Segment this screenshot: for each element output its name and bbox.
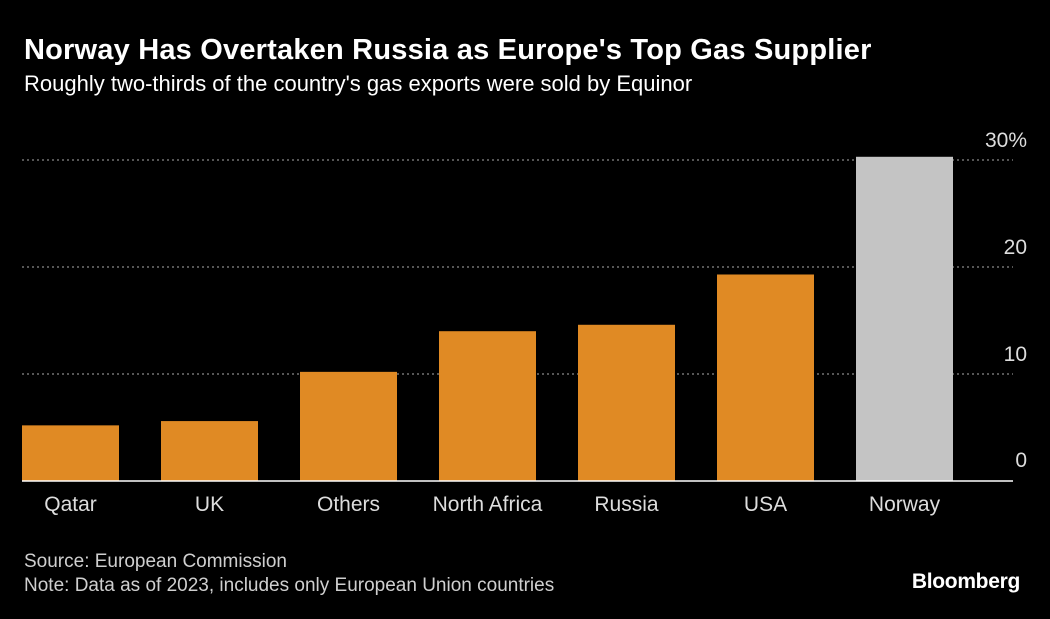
y-tick-labels: 0 10 20 30% (985, 129, 1027, 472)
bar-uk (161, 421, 258, 481)
chart-subtitle: Roughly two-thirds of the country's gas … (24, 71, 693, 96)
x-tick-label-north-africa: North Africa (433, 493, 543, 516)
bar-norway (856, 156, 953, 482)
x-tick-label-russia: Russia (594, 493, 659, 516)
x-tick-label-uk: UK (195, 493, 224, 516)
y-tick-label-20: 20 (1004, 236, 1027, 259)
y-tick-label-30: 30% (985, 129, 1027, 152)
bar-russia (578, 324, 675, 481)
chart-title: Norway Has Overtaken Russia as Europe's … (24, 34, 872, 66)
data-note: Note: Data as of 2023, includes only Eur… (24, 575, 555, 596)
bar-usa (717, 274, 814, 481)
category-labels: Qatar UK Others North Africa Russia USA Norway (44, 493, 940, 516)
bars (22, 156, 953, 482)
bar-others (300, 371, 397, 481)
y-tick-label-0: 0 (1015, 449, 1027, 472)
bar-qatar (22, 425, 119, 481)
x-tick-label-others: Others (317, 493, 380, 516)
x-tick-label-norway: Norway (869, 493, 941, 516)
bloomberg-logo: Bloomberg (911, 570, 1020, 593)
x-tick-label-qatar: Qatar (44, 493, 97, 516)
bar-north-africa (439, 331, 536, 481)
y-tick-label-10: 10 (1004, 343, 1027, 366)
source-note: Source: European Commission (24, 551, 287, 572)
x-tick-label-usa: USA (744, 493, 787, 516)
